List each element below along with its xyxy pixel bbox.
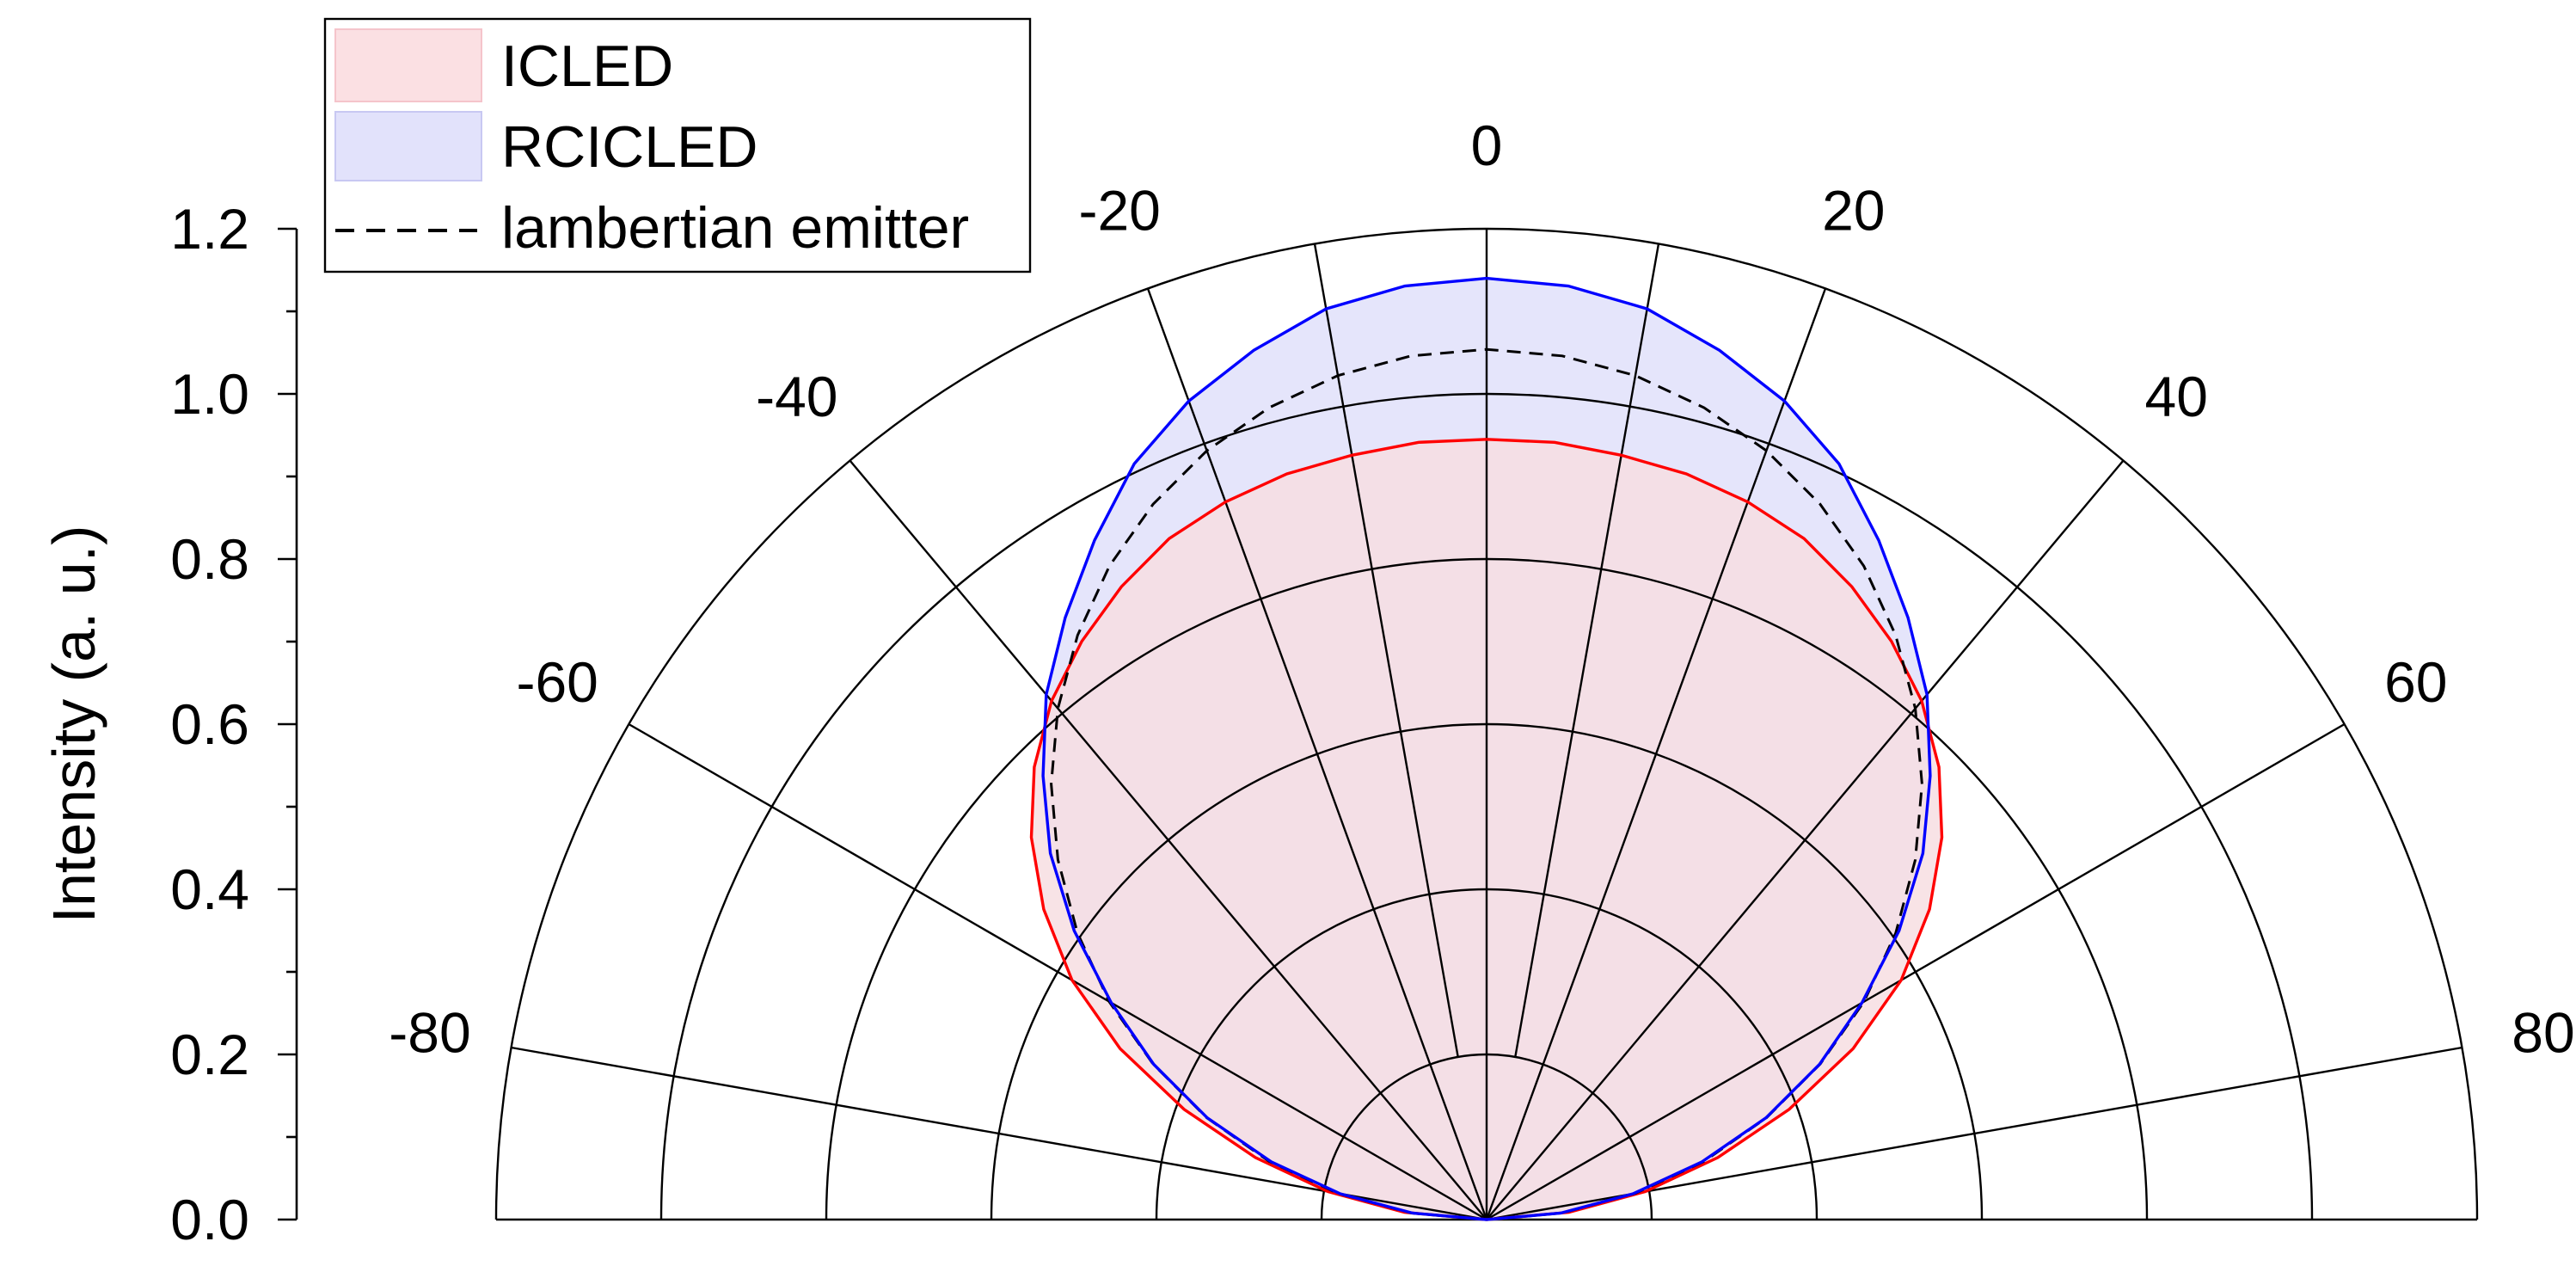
legend-label-lambertian: lambertian emitter: [501, 195, 969, 261]
y-tick-label: 0.6: [170, 692, 249, 756]
y-axis-label: Intensity (a. u.): [40, 525, 107, 924]
angle-tick-label: 20: [1822, 178, 1885, 242]
angle-spoke: [1146, 288, 1488, 1220]
angle-tick-label: 40: [2144, 365, 2207, 428]
y-tick-label: 1.0: [170, 362, 249, 426]
y-axis-tick-labels: 0.0 0.2 0.4 0.6 0.8 1.0 1.2: [170, 197, 249, 1251]
angle-tick-label: -20: [1079, 178, 1161, 242]
y-tick-label: 0.4: [170, 857, 249, 921]
angle-tick-label: 0: [1471, 114, 1503, 177]
angle-spoke: [1514, 243, 1660, 1058]
legend-swatch-icled: [334, 28, 482, 102]
angle-tick-label: -60: [517, 650, 598, 714]
angle-tick-label: 60: [2384, 650, 2447, 714]
series-line-rcicled: [1041, 276, 1932, 1221]
angle-tick-label: -40: [756, 365, 837, 428]
legend-label-rcicled: RCICLED: [501, 114, 758, 180]
angle-tick-labels: -80 -60 -40 -20 0 20 40 60 80: [389, 114, 2574, 1064]
angle-spoke: [1486, 459, 2125, 1220]
y-axis: 0.0 0.2 0.4 0.6 0.8 1.0 1.2 Intensity (a. u.): [40, 197, 298, 1251]
angle-spoke: [849, 459, 1487, 1220]
y-tick-label: 0.0: [170, 1188, 249, 1251]
y-tick-label: 1.2: [170, 197, 249, 261]
series-lines: [1029, 276, 1944, 1221]
legend: ICLED RCICLED lambertian emitter: [323, 17, 1032, 273]
angle-spoke: [1313, 243, 1459, 1058]
y-tick-label: 0.2: [170, 1023, 249, 1086]
angle-spoke: [1485, 288, 1827, 1220]
angle-tick-label: -80: [389, 1000, 470, 1064]
polar-grid: [494, 227, 2479, 1221]
legend-label-icled: ICLED: [501, 34, 673, 99]
angle-spoke: [1486, 722, 2346, 1221]
angle-tick-label: 80: [2512, 1000, 2574, 1064]
y-tick-label: 0.8: [170, 527, 249, 591]
series-line-icled: [1029, 438, 1944, 1221]
legend-swatch-rcicled: [334, 111, 482, 181]
angle-spoke: [628, 722, 1487, 1221]
y-axis-ticks: [278, 227, 297, 1221]
